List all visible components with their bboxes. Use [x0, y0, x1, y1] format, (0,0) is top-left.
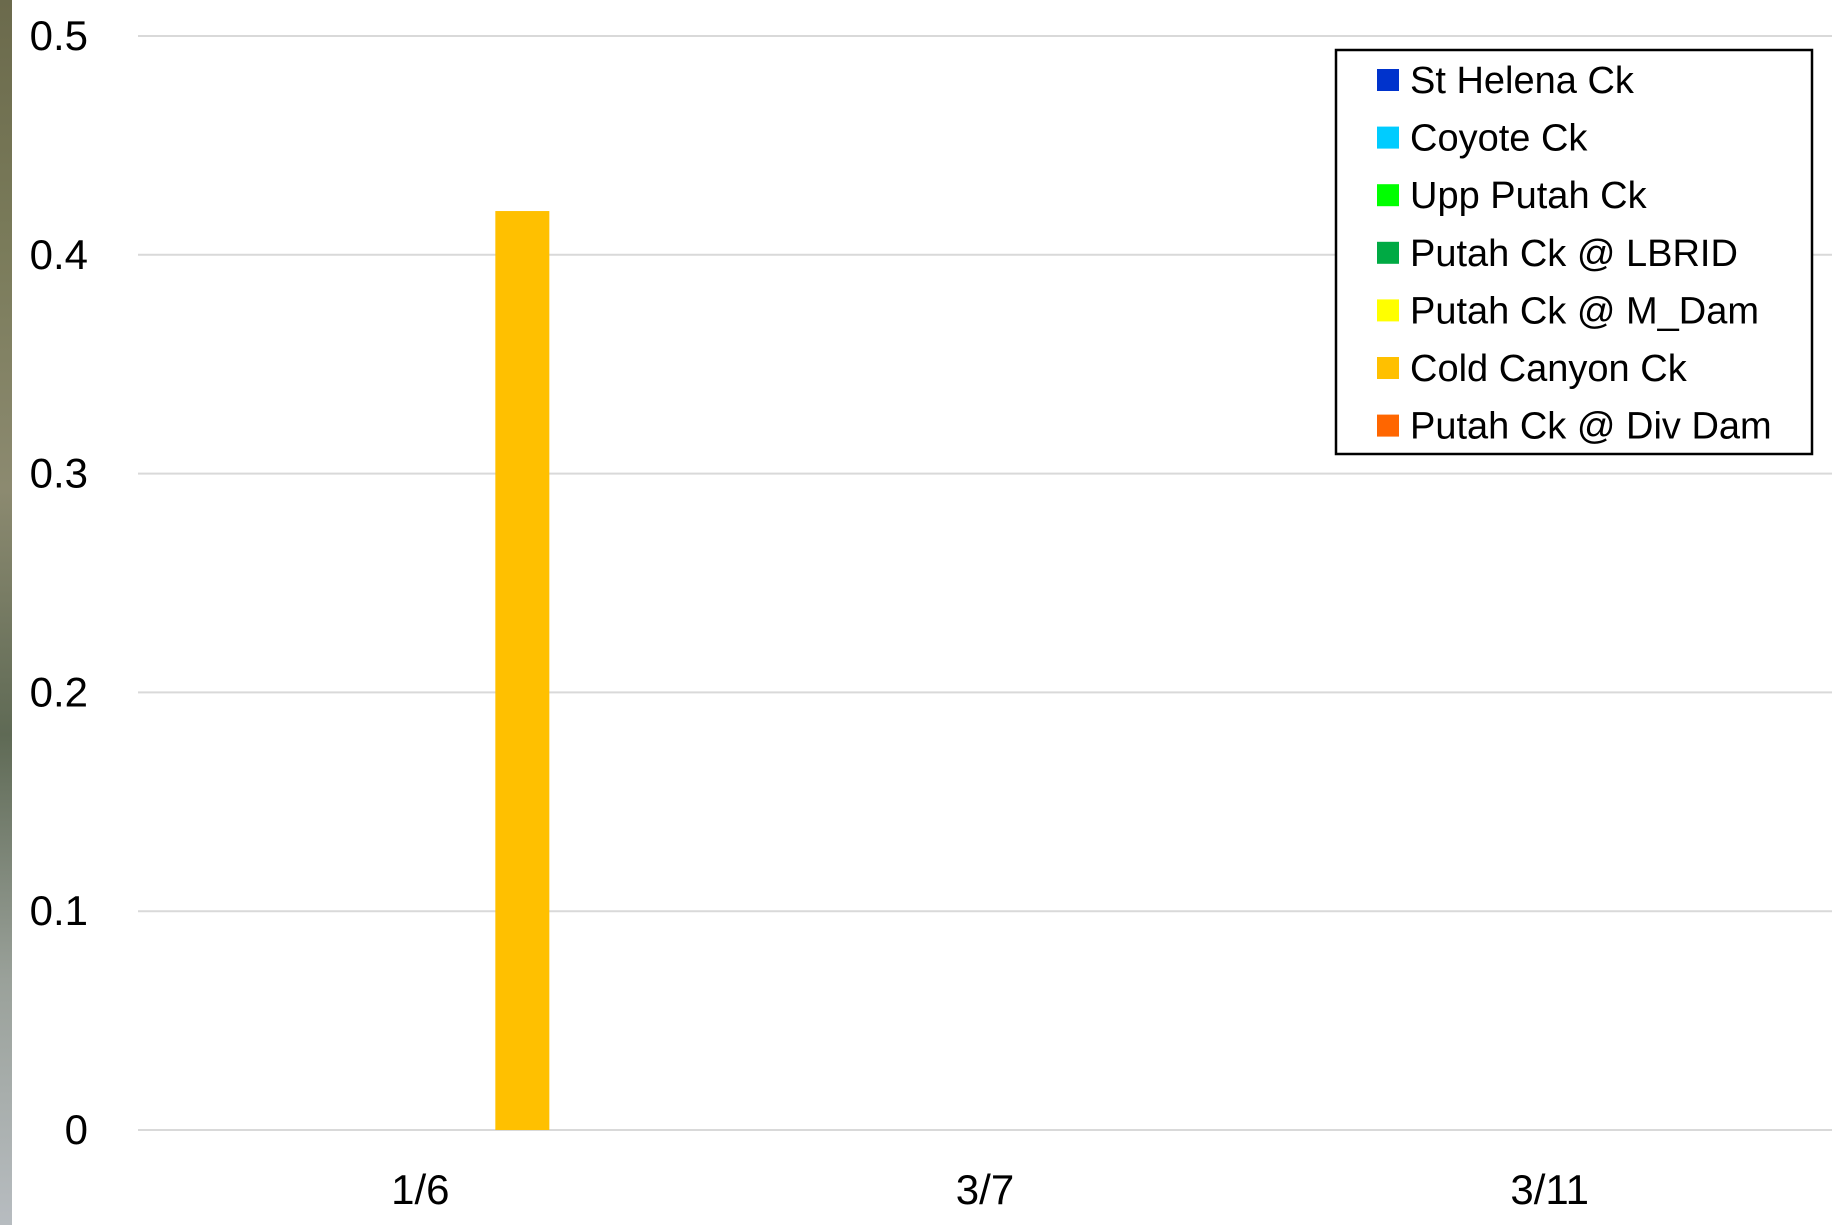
- legend-label: Coyote Ck: [1410, 118, 1588, 160]
- legend-label: Upp Putah Ck: [1410, 175, 1648, 217]
- y-tick-label: 0: [65, 1106, 88, 1153]
- y-axis-ticks: 0 0.1 0.2 0.3 0.4 0.5: [30, 12, 88, 1153]
- gridlines: [138, 35, 1832, 1131]
- legend-label: Putah Ck @ M_Dam: [1410, 290, 1759, 332]
- y-tick-label: 0.1: [30, 887, 88, 934]
- legend-swatch: [1377, 357, 1399, 379]
- bar: [495, 211, 550, 1131]
- legend-label: Cold Canyon Ck: [1410, 348, 1688, 390]
- legend-swatch: [1377, 69, 1399, 91]
- y-tick-label: 0.4: [30, 231, 88, 278]
- bars: [495, 211, 550, 1131]
- legend-swatch: [1377, 414, 1399, 437]
- x-axis-ticks: 1/6 3/7 3/11: [391, 1166, 1589, 1213]
- legend-swatch: [1377, 241, 1399, 264]
- legend-label: Putah Ck @ LBRID: [1410, 233, 1738, 275]
- x-tick-label: 3/11: [1510, 1166, 1589, 1213]
- x-tick-label: 1/6: [391, 1166, 449, 1213]
- y-tick-label: 0.2: [30, 668, 88, 715]
- legend-label: Putah Ck @ Div Dam: [1410, 406, 1772, 448]
- background-photo-strip: [0, 0, 12, 1225]
- y-tick-label: 0.5: [30, 12, 88, 59]
- legend-swatch: [1377, 184, 1399, 207]
- y-tick-label: 0.3: [30, 450, 88, 497]
- legend: St Helena Ck Coyote Ck Upp Putah Ck Putah C…: [1334, 48, 1814, 456]
- x-tick-label: 3/7: [956, 1166, 1014, 1213]
- legend-swatch: [1377, 299, 1399, 322]
- legend-label: St Helena Ck: [1410, 60, 1635, 102]
- legend-swatch: [1377, 126, 1399, 149]
- legend-box: [1334, 48, 1814, 456]
